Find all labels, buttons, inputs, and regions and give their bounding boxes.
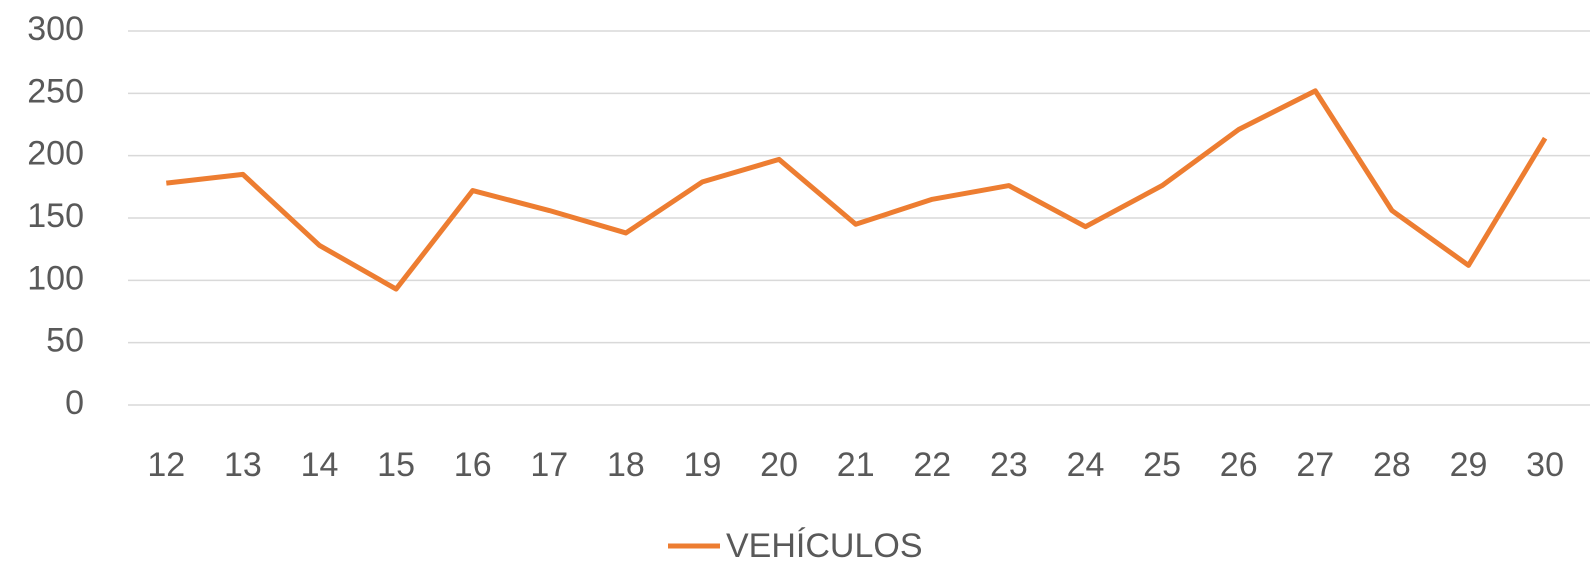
y-tick-label: 150 xyxy=(27,197,84,235)
x-tick-label: 25 xyxy=(1143,446,1181,484)
x-tick-label: 15 xyxy=(377,446,415,484)
x-tick-label: 14 xyxy=(301,446,339,484)
series-line xyxy=(166,88,1548,292)
x-tick-label: 12 xyxy=(147,446,185,484)
y-tick-label: 300 xyxy=(27,10,84,48)
y-tick-label: 250 xyxy=(27,72,84,110)
y-tick-label: 50 xyxy=(46,322,84,360)
y-tick-label: 100 xyxy=(27,259,84,297)
x-tick-label: 17 xyxy=(530,446,568,484)
x-tick-label: 22 xyxy=(913,446,951,484)
x-tick-label: 24 xyxy=(1067,446,1105,484)
x-tick-label: 23 xyxy=(990,446,1028,484)
x-tick-label: 27 xyxy=(1296,446,1334,484)
y-tick-label: 200 xyxy=(27,135,84,173)
x-tick-label: 21 xyxy=(837,446,875,484)
x-tick-label: 16 xyxy=(454,446,492,484)
legend-label: VEHÍCULOS xyxy=(726,527,923,565)
x-tick-label: 13 xyxy=(224,446,262,484)
x-tick-label: 20 xyxy=(760,446,798,484)
x-tick-label: 30 xyxy=(1526,446,1564,484)
x-tick-label: 29 xyxy=(1450,446,1488,484)
x-tick-label: 18 xyxy=(607,446,645,484)
x-tick-label: 19 xyxy=(684,446,722,484)
x-tick-label: 26 xyxy=(1220,446,1258,484)
x-tick-label: 28 xyxy=(1373,446,1411,484)
y-tick-label: 0 xyxy=(65,384,84,422)
